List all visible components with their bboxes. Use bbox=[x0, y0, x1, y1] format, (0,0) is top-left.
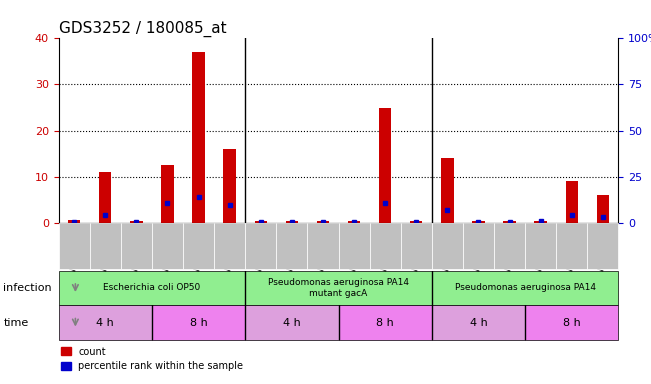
Bar bbox=[534, 221, 547, 223]
Bar bbox=[223, 149, 236, 223]
Text: 8 h: 8 h bbox=[189, 318, 208, 328]
Bar bbox=[255, 221, 267, 223]
Bar bbox=[317, 221, 329, 223]
FancyBboxPatch shape bbox=[245, 223, 276, 269]
Bar bbox=[161, 165, 174, 223]
FancyBboxPatch shape bbox=[494, 223, 525, 269]
Bar bbox=[566, 181, 578, 223]
Bar bbox=[597, 195, 609, 223]
FancyBboxPatch shape bbox=[463, 223, 494, 269]
Text: 4 h: 4 h bbox=[96, 318, 114, 328]
FancyBboxPatch shape bbox=[339, 305, 432, 340]
Text: 4 h: 4 h bbox=[283, 318, 301, 328]
FancyBboxPatch shape bbox=[587, 223, 618, 269]
FancyBboxPatch shape bbox=[525, 305, 618, 340]
Text: GDS3252 / 180085_at: GDS3252 / 180085_at bbox=[59, 21, 226, 37]
FancyBboxPatch shape bbox=[59, 271, 245, 305]
Text: time: time bbox=[3, 318, 29, 328]
Bar bbox=[472, 221, 485, 223]
Bar bbox=[503, 221, 516, 223]
FancyBboxPatch shape bbox=[307, 223, 339, 269]
FancyBboxPatch shape bbox=[90, 223, 121, 269]
Bar bbox=[286, 221, 298, 223]
FancyBboxPatch shape bbox=[401, 223, 432, 269]
FancyBboxPatch shape bbox=[214, 223, 245, 269]
Bar bbox=[130, 221, 143, 223]
FancyBboxPatch shape bbox=[59, 223, 90, 269]
Bar bbox=[379, 108, 391, 223]
Text: 8 h: 8 h bbox=[376, 318, 394, 328]
FancyBboxPatch shape bbox=[276, 223, 307, 269]
Text: infection: infection bbox=[3, 283, 52, 293]
FancyBboxPatch shape bbox=[556, 223, 587, 269]
Legend: count, percentile rank within the sample: count, percentile rank within the sample bbox=[57, 343, 247, 375]
FancyBboxPatch shape bbox=[245, 305, 339, 340]
FancyBboxPatch shape bbox=[121, 223, 152, 269]
Bar bbox=[410, 221, 422, 223]
Text: Pseudomonas aeruginosa PA14: Pseudomonas aeruginosa PA14 bbox=[454, 283, 596, 293]
Bar bbox=[99, 172, 111, 223]
FancyBboxPatch shape bbox=[59, 305, 152, 340]
FancyBboxPatch shape bbox=[370, 223, 401, 269]
FancyBboxPatch shape bbox=[339, 223, 370, 269]
Text: 4 h: 4 h bbox=[469, 318, 488, 328]
FancyBboxPatch shape bbox=[152, 223, 183, 269]
FancyBboxPatch shape bbox=[432, 271, 618, 305]
Text: Escherichia coli OP50: Escherichia coli OP50 bbox=[104, 283, 201, 293]
FancyBboxPatch shape bbox=[525, 223, 556, 269]
Bar bbox=[192, 52, 205, 223]
Text: Pseudomonas aeruginosa PA14
mutant gacA: Pseudomonas aeruginosa PA14 mutant gacA bbox=[268, 278, 409, 298]
Bar bbox=[441, 158, 454, 223]
FancyBboxPatch shape bbox=[432, 223, 463, 269]
Bar bbox=[68, 220, 80, 223]
FancyBboxPatch shape bbox=[245, 271, 432, 305]
FancyBboxPatch shape bbox=[432, 305, 525, 340]
Text: 8 h: 8 h bbox=[563, 318, 581, 328]
FancyBboxPatch shape bbox=[152, 305, 245, 340]
FancyBboxPatch shape bbox=[183, 223, 214, 269]
Bar bbox=[348, 221, 360, 223]
